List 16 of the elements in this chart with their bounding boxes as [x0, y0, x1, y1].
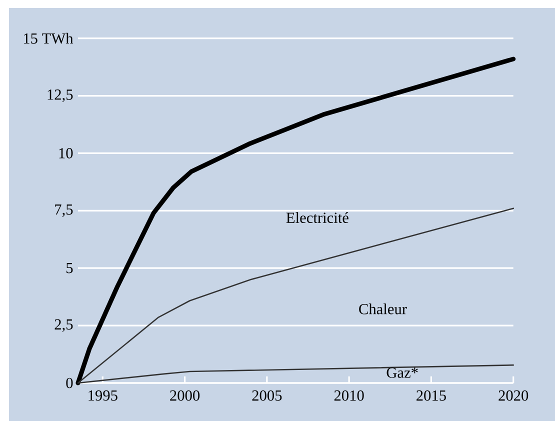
annotation: Chaleur — [359, 303, 407, 314]
x-tick-label: 2000 — [170, 390, 200, 401]
x-tick-label: 2020 — [498, 390, 528, 401]
y-tick-label: 10 — [59, 148, 73, 158]
y-tick-label: 12,5 — [48, 90, 73, 102]
x-tick-label: 2010 — [334, 390, 364, 401]
y-tick-label: 5 — [66, 263, 73, 274]
annotation: Electricité — [286, 212, 348, 223]
x-tick-label: 2015 — [416, 390, 446, 401]
y-tick-label: 7,5 — [55, 204, 73, 217]
y-tick-label: 2,5 — [54, 319, 73, 332]
y-tick-label: 0 — [66, 378, 73, 388]
y-tick-label: 15 TWh — [24, 32, 74, 44]
x-tick-label: 1995 — [88, 390, 118, 401]
x-tick-label: 2005 — [252, 390, 282, 401]
annotation: Gaz* — [386, 368, 418, 378]
